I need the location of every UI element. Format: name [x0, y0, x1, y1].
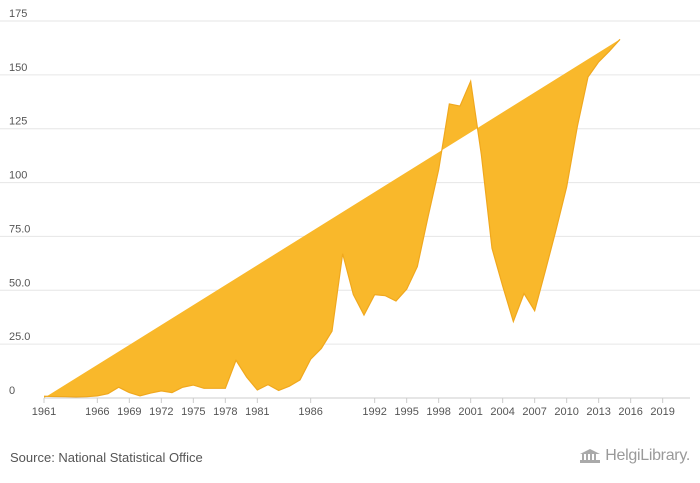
y-tick-label: 150: [9, 62, 27, 74]
x-tick-label: 1998: [426, 406, 450, 418]
library-building-icon: [579, 448, 601, 464]
brand-logo[interactable]: HelgiLibrary.: [579, 447, 690, 465]
source-note: Source: National Statistical Office: [10, 450, 203, 465]
x-tick-label: 2004: [490, 406, 514, 418]
x-tick-label: 1966: [85, 406, 109, 418]
x-tick-label: 2013: [586, 406, 610, 418]
x-tick-label: 2010: [554, 406, 578, 418]
x-tick-label: 2007: [522, 406, 546, 418]
x-tick-label: 1969: [117, 406, 141, 418]
y-tick-label: 50.0: [9, 277, 30, 289]
y-axis-ticks: 0 25.0 50.0 75.0 100 125 150 175: [9, 8, 30, 397]
y-tick-label: 25.0: [9, 331, 30, 343]
y-tick-label: 175: [9, 8, 27, 20]
series-area: [44, 39, 620, 398]
x-tick-label: 2001: [458, 406, 482, 418]
brand-name: HelgiLibrary.: [605, 447, 690, 464]
x-tick-label: 2019: [650, 406, 674, 418]
x-tick-label: 2016: [618, 406, 642, 418]
y-tick-label: 75.0: [9, 223, 30, 235]
series-area-group: [43, 38, 621, 398]
x-tick-label: 1986: [298, 406, 322, 418]
x-tick-label: 1975: [181, 406, 205, 418]
y-tick-label: 125: [9, 116, 27, 128]
series-line: [43, 38, 621, 398]
x-tick-label: 1972: [149, 406, 173, 418]
x-axis-ticks: 1961 1966 1969 1972 1975 1978 1981 1986 1992 1995…: [32, 398, 675, 418]
grid-lines: [0, 20, 700, 345]
x-tick-label: 1995: [394, 406, 418, 418]
x-tick-label: 1992: [362, 406, 386, 418]
x-tick-label: 1978: [213, 406, 237, 418]
y-tick-label: 100: [9, 170, 27, 182]
x-tick-label: 1981: [245, 406, 269, 418]
x-tick-label: 1961: [32, 406, 56, 418]
y-tick-label: 0: [9, 385, 15, 397]
